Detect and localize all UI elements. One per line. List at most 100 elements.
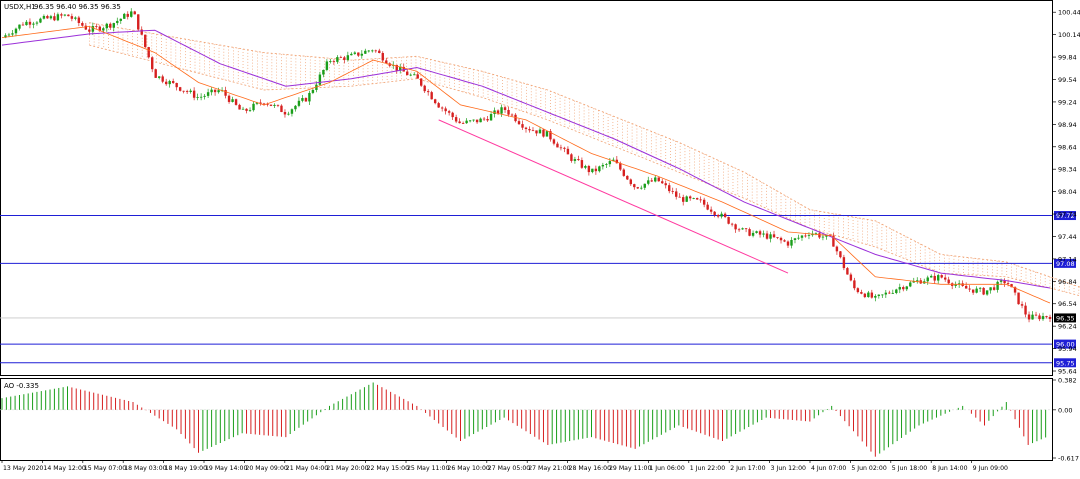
candle-body xyxy=(804,235,807,237)
candle-body xyxy=(856,288,860,293)
candle-body xyxy=(964,285,968,289)
candle-body xyxy=(1045,316,1048,317)
candle-body xyxy=(790,239,793,246)
candle-body xyxy=(849,274,853,281)
price-tick-label: 95.94 xyxy=(1058,345,1077,353)
candle-body xyxy=(112,23,115,28)
candle-body xyxy=(133,11,136,15)
price-tick-label: 99.24 xyxy=(1058,98,1077,106)
candle-body xyxy=(88,29,91,32)
candle-body xyxy=(301,98,304,101)
candle-body xyxy=(860,292,863,294)
time-tick-label: 3 Jun 12:00 xyxy=(771,465,806,472)
candle-body xyxy=(70,16,74,19)
time-tick-label: 1 Jun 06:00 xyxy=(649,465,684,472)
candle-body xyxy=(846,268,849,275)
time-tick-label: 29 May 11:00 xyxy=(609,465,651,472)
candle-body xyxy=(213,89,217,93)
candle-body xyxy=(399,66,402,71)
level-price-tag xyxy=(1054,211,1076,221)
candle-body xyxy=(444,108,447,112)
candle-body xyxy=(413,74,416,76)
candle-body xyxy=(203,95,206,97)
cloud-span-b xyxy=(89,44,1080,297)
candle-body xyxy=(640,187,643,189)
candle-body xyxy=(713,211,716,215)
time-tick-label: 18 May 03:00 xyxy=(124,465,166,472)
candle-body xyxy=(91,26,95,32)
candle-body xyxy=(465,120,468,124)
candle-body xyxy=(709,209,713,212)
candle-body xyxy=(364,50,367,54)
ma-fast-line xyxy=(1,25,1051,304)
candle-body xyxy=(493,110,496,115)
candle-body xyxy=(507,109,510,115)
candle-body xyxy=(598,166,601,172)
candle-body xyxy=(916,280,919,282)
trend-channel-line[interactable] xyxy=(438,119,789,274)
level-price-label: 97.08 xyxy=(1056,260,1075,268)
candle-body xyxy=(353,52,357,54)
candle-body xyxy=(416,74,419,79)
ao-histogram: 0.382 0.00 -0.617 xyxy=(0,377,1079,463)
candle-body xyxy=(737,229,741,231)
candle-body xyxy=(1013,287,1017,293)
candle-body xyxy=(199,96,203,98)
candle-body xyxy=(909,282,912,287)
candle-body xyxy=(650,180,653,182)
time-tick-label: 19 May 14:00 xyxy=(205,465,247,472)
candle-body xyxy=(420,78,423,86)
time-tick-label: 21 May 04:00 xyxy=(286,465,328,472)
candle-body xyxy=(647,180,650,184)
candle-body xyxy=(1020,304,1024,306)
candle-body xyxy=(18,24,21,29)
candle-body xyxy=(217,90,220,93)
candle-body xyxy=(178,87,182,91)
candle-body xyxy=(989,287,992,291)
candle-body xyxy=(503,107,507,110)
candle-body xyxy=(797,237,800,239)
candle-body xyxy=(325,61,329,70)
candle-body xyxy=(692,198,695,199)
ao-tick-label: 0.382 xyxy=(1058,377,1077,385)
candle-body xyxy=(123,13,126,19)
candle-body xyxy=(287,113,290,115)
time-tick-label: 4 Jun 07:00 xyxy=(811,465,846,472)
candle-body xyxy=(751,232,755,236)
candle-body xyxy=(437,103,440,108)
candle-body xyxy=(192,90,196,98)
candle-body xyxy=(668,185,671,192)
candle-body xyxy=(164,81,168,85)
horizontal-levels[interactable]: 97.72 97.08 96.00 95.75 96.35 xyxy=(0,211,1076,368)
level-price-label: 97.72 xyxy=(1056,212,1075,220)
candle-body xyxy=(500,107,503,114)
candle-body xyxy=(587,165,591,173)
time-tick-label: 22 May 15:00 xyxy=(367,465,409,472)
time-tick-label: 26 May 10:00 xyxy=(447,465,489,472)
candle-body xyxy=(60,14,63,16)
candle-body xyxy=(563,147,566,149)
candle-body xyxy=(695,198,699,200)
candle-body xyxy=(853,280,856,289)
time-tick-label: 14 May 12:00 xyxy=(43,465,85,472)
candle-body xyxy=(842,257,846,269)
candle-body xyxy=(783,240,786,242)
candle-body xyxy=(633,184,636,188)
candle-body xyxy=(454,117,458,122)
candle-body xyxy=(556,143,559,148)
candle-body xyxy=(1010,284,1013,288)
candle-body xyxy=(584,165,587,168)
candle-body xyxy=(605,164,608,165)
candle-body xyxy=(482,118,486,120)
candle-body xyxy=(720,213,723,217)
candle-body xyxy=(311,89,315,93)
candle-body xyxy=(175,82,178,88)
candle-body xyxy=(102,28,105,31)
candle-body xyxy=(786,241,790,246)
candle-body xyxy=(32,23,35,25)
candle-body xyxy=(730,223,734,225)
candle-body xyxy=(318,74,322,85)
candle-body xyxy=(371,50,374,52)
